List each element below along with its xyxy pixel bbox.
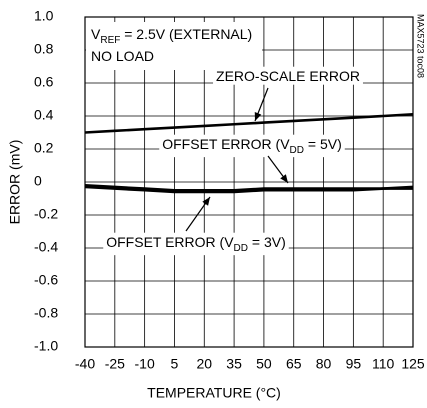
annotation-part: NO LOAD — [91, 48, 154, 64]
series-label: OFFSET ERROR (VDD = 5V) — [162, 136, 342, 156]
plot-frame — [84, 16, 414, 348]
y-tick-label: -0.2 — [34, 206, 58, 222]
label-bg — [213, 66, 363, 85]
x-axis-label: TEMPERATURE (°C) — [147, 385, 281, 401]
series-label-part: DD — [290, 145, 304, 156]
series-label-part: OFFSET ERROR (V — [106, 234, 234, 250]
annotation-bg — [86, 22, 262, 70]
label-bg — [103, 232, 289, 256]
x-tick-label: 50 — [256, 356, 272, 372]
series-label: OFFSET ERROR (VDD = 3V) — [106, 234, 286, 254]
y-tick-label: -0.4 — [34, 239, 58, 255]
y-tick-label: 1.0 — [34, 8, 54, 24]
x-tick-label: 35 — [226, 356, 242, 372]
x-tick-label: -25 — [105, 356, 125, 372]
data-line — [84, 113, 414, 134]
annotation-part: V — [91, 26, 101, 42]
y-tick-label: -0.6 — [34, 272, 58, 288]
x-tick-label: 20 — [196, 356, 212, 372]
x-tick-label: 125 — [401, 356, 425, 372]
series-label-part: = 3V) — [248, 234, 286, 250]
arrow-head — [254, 112, 262, 121]
y-tick-label: 0.4 — [34, 107, 54, 123]
series-label-part: ZERO-SCALE ERROR — [216, 68, 360, 84]
series-label: ZERO-SCALE ERROR — [216, 68, 360, 84]
annotation-part: = 2.5V (EXTERNAL) — [120, 26, 252, 42]
x-tick-label: 80 — [316, 356, 332, 372]
arrow-head — [280, 174, 288, 183]
y-tick-label: -0.8 — [34, 305, 58, 321]
x-tick-label: 110 — [372, 356, 395, 372]
y-tick-label: -1.0 — [34, 338, 58, 354]
data-line — [84, 185, 414, 194]
x-tick-label: 5 — [171, 356, 179, 372]
data-line — [84, 184, 413, 192]
annotation: VREF = 2.5V (EXTERNAL) — [91, 26, 252, 46]
annotation: NO LOAD — [91, 48, 154, 64]
y-tick-label: 0 — [34, 173, 42, 189]
label-bg — [159, 134, 345, 158]
x-tick-label: 65 — [286, 356, 302, 372]
y-tick-label: 0.6 — [34, 74, 54, 90]
arrow-head — [202, 197, 210, 206]
x-tick-label: -40 — [75, 356, 95, 372]
series-label-part: OFFSET ERROR (V — [162, 136, 290, 152]
series-label-part: = 5V) — [304, 136, 342, 152]
figure-id: MAX5723 toc08 — [416, 14, 426, 78]
x-tick-label: -10 — [135, 356, 155, 372]
y-tick-label: 0.2 — [34, 140, 54, 156]
x-tick-label: 95 — [346, 356, 362, 372]
y-tick-label: 0.8 — [34, 41, 54, 57]
y-axis-label: ERROR (mV) — [7, 140, 23, 225]
annotation-part: REF — [100, 35, 120, 46]
series-label-part: DD — [234, 243, 248, 254]
